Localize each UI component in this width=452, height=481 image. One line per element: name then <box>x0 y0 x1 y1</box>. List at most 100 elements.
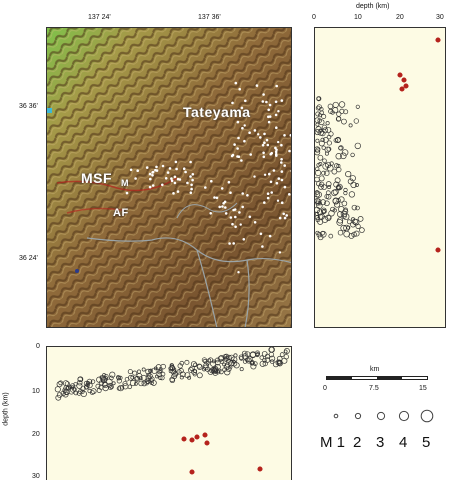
epicenter-dot <box>232 208 235 212</box>
hypocenter-circle <box>275 359 282 366</box>
epicenter-dot <box>242 114 245 117</box>
epicenter-dot <box>149 177 152 181</box>
epicenter-dot <box>189 160 192 164</box>
hypocenter-circle <box>328 233 334 239</box>
epicenter-dot <box>283 164 286 167</box>
hypocenter-circle <box>187 366 194 373</box>
hypocenter-circle <box>328 210 335 217</box>
hypocenter-circle <box>158 367 163 371</box>
epicenter-dot <box>182 167 186 170</box>
epicenter-dot <box>275 126 278 129</box>
hypocenter-circle <box>325 121 330 126</box>
lon-tick-2: 137 36' <box>198 14 221 21</box>
hypocenter-circle <box>222 367 228 373</box>
epicenter-dot <box>161 164 165 168</box>
hypocenter-circle <box>191 369 197 375</box>
legend-m3: 3 <box>376 434 385 451</box>
hypocenter-circle <box>178 368 184 374</box>
hypocenter-circle <box>335 153 342 160</box>
hypocenter-circle <box>196 372 203 379</box>
epicenter-dot <box>241 205 244 209</box>
hypocenter-circle <box>70 386 76 393</box>
epicenter-dot <box>191 173 195 176</box>
epicenter-dot <box>243 124 246 127</box>
hypocenter-circle <box>244 351 251 357</box>
epicenter-dot <box>269 152 272 156</box>
hypocenter-circle <box>122 381 128 387</box>
bottom-tick-10: 10 <box>32 388 40 395</box>
hypocenter-circle <box>326 164 334 172</box>
hypocenter-circle <box>239 367 244 372</box>
hypocenter-circle <box>276 360 283 367</box>
hypocenter-circle <box>149 376 155 382</box>
epicenter-dot <box>213 196 216 199</box>
hypocenter-circle <box>319 230 327 238</box>
hypocenter-circle <box>89 390 95 395</box>
hypocenter-circle <box>337 229 344 236</box>
hypocenter-circle <box>320 199 327 206</box>
epicenter-dot <box>224 206 227 209</box>
epicenter-dot <box>280 99 284 102</box>
epicenter-dot <box>280 178 284 182</box>
epicenter-dot <box>248 131 251 134</box>
hypocenter-circle <box>342 208 349 215</box>
epicenter-dot <box>253 221 257 224</box>
hypocenter-circle <box>350 181 357 189</box>
epicenter-dot <box>191 178 194 182</box>
epicenter-dot <box>237 136 240 140</box>
hypocenter-circle <box>169 376 175 383</box>
hypocenter-circle <box>319 110 324 115</box>
hypocenter-circle <box>318 175 325 182</box>
hypocenter-circle <box>107 382 113 388</box>
hypocenter-circle <box>130 375 135 380</box>
right-tick-30: 30 <box>436 14 444 21</box>
hypocenter-circle <box>281 357 288 364</box>
scale-tick-15: 15 <box>419 385 427 392</box>
epicenter-dot <box>255 84 259 87</box>
epicenter-dot <box>268 115 272 118</box>
hypocenter-circle <box>116 375 121 380</box>
hypocenter-circle <box>325 190 331 196</box>
epicenter-dot <box>277 140 280 144</box>
hypocenter-circle <box>325 161 332 168</box>
epicenter-dot <box>259 136 262 139</box>
deep-event-dot <box>435 37 441 43</box>
hypocenter-circle <box>320 130 326 137</box>
hypocenter-circle <box>102 385 109 392</box>
hypocenter-circle <box>215 357 220 363</box>
hypocenter-circle <box>325 127 332 133</box>
hypocenter-circle <box>349 175 356 182</box>
epicenter-dot <box>151 174 154 177</box>
terrain-relief <box>47 28 291 327</box>
hypocenter-circle <box>222 362 226 367</box>
hypocenter-circle <box>315 122 320 127</box>
deep-event-dot <box>194 434 200 440</box>
hypocenter-circle <box>317 118 322 123</box>
hypocenter-circle <box>148 368 153 373</box>
hypocenter-circle <box>269 359 275 364</box>
hypocenter-circle <box>203 362 209 369</box>
hypocenter-circle <box>318 140 325 147</box>
hypocenter-circle <box>341 200 348 207</box>
epicenter-dot <box>176 190 180 193</box>
epicenter-dot <box>215 196 219 200</box>
epicenter-dot <box>261 100 265 103</box>
epicenter-dot <box>278 216 282 220</box>
hypocenter-circle <box>334 201 341 208</box>
hypocenter-circle <box>343 224 350 232</box>
epicenter-dot <box>243 139 246 143</box>
hypocenter-circle <box>353 230 360 237</box>
epicenter-dot <box>262 93 265 96</box>
hypocenter-circle <box>245 357 252 364</box>
epicenter-dot <box>234 114 238 117</box>
hypocenter-circle <box>73 382 78 387</box>
hypocenter-circle <box>351 231 357 238</box>
epicenter-dot <box>229 216 233 219</box>
epicenter-dot <box>268 172 271 176</box>
hypocenter-circle <box>340 118 347 125</box>
hypocenter-circle <box>336 219 344 226</box>
hypocenter-circle <box>196 363 202 369</box>
hypocenter-circle <box>210 360 217 367</box>
deep-event-dot <box>397 72 403 78</box>
epicenter-dot <box>234 81 238 85</box>
